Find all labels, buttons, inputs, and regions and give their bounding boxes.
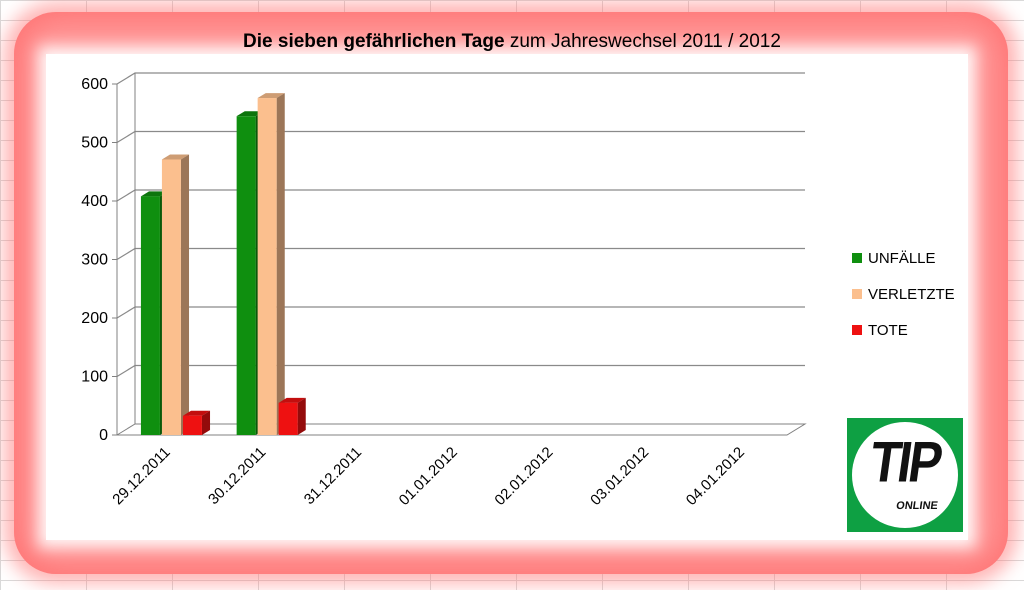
bar-side [297,397,306,435]
y-tick-label: 0 [99,427,108,444]
legend-label: TOTE [868,322,908,339]
legend-label: VERLETZTE [868,286,955,303]
gridline [116,72,805,85]
logo-subtext: ONLINE [895,500,939,512]
x-tick-label: 02.01.2012 [491,444,556,509]
legend-swatch [852,289,862,299]
gridline [116,247,805,261]
axes [112,73,807,436]
chart-floor [115,423,807,436]
bar [257,93,285,435]
gridline [116,189,805,202]
logo-disc [852,422,958,528]
legend-swatch [852,253,862,263]
bar-top [140,191,169,197]
y-tick-label: 600 [81,76,108,93]
chart-title-rest: zum Jahreswechsel 2011 / 2012 [505,31,781,52]
chart-title: Die sieben gefährlichen Tage zum Jahresw… [243,31,781,52]
x-tick-label: 30.12.2011 [205,444,269,508]
legend-swatch [852,325,862,335]
bar [182,410,211,435]
y-tick-label: 200 [81,310,108,327]
x-tick-label: 31.12.2011 [301,444,365,508]
bar-front [278,402,298,435]
x-tick-label: 29.12.2011 [109,444,173,508]
gridlines [116,72,805,378]
bar [161,154,190,435]
bar-side [201,410,211,435]
bar-front [257,98,277,435]
x-tick-label: 04.01.2012 [683,444,748,509]
bar-top [236,111,264,117]
bar-front [236,116,256,436]
bar-top [278,397,306,403]
gridline [116,306,805,319]
legend: UNFÄLLE VERLETZTE TOTE [852,250,955,339]
y-tick-label: 300 [81,252,108,269]
y-tick-label: 100 [81,369,108,386]
bar-top [257,93,285,99]
bar-front [140,196,160,435]
tip-online-logo: TIP ONLINE [847,418,963,532]
bar-side [276,93,285,435]
logo-text: TIP [866,429,944,495]
x-tick-label: 01.01.2012 [396,444,461,509]
y-tick-label: 400 [81,193,108,210]
bar-top [182,410,211,416]
bars [140,93,306,436]
bar-top [161,154,190,160]
y-tick-label: 500 [81,135,108,152]
x-tick-label: 03.01.2012 [587,444,652,509]
bar [278,397,306,435]
bar-front [182,415,202,435]
gridline [116,364,805,378]
bar-side [180,154,190,435]
legend-label: UNFÄLLE [868,250,936,267]
gridline [116,130,805,144]
chart-title-bold: Die sieben gefährlichen Tage [243,31,505,52]
bar-front [161,159,181,435]
chart-panel [46,54,968,540]
